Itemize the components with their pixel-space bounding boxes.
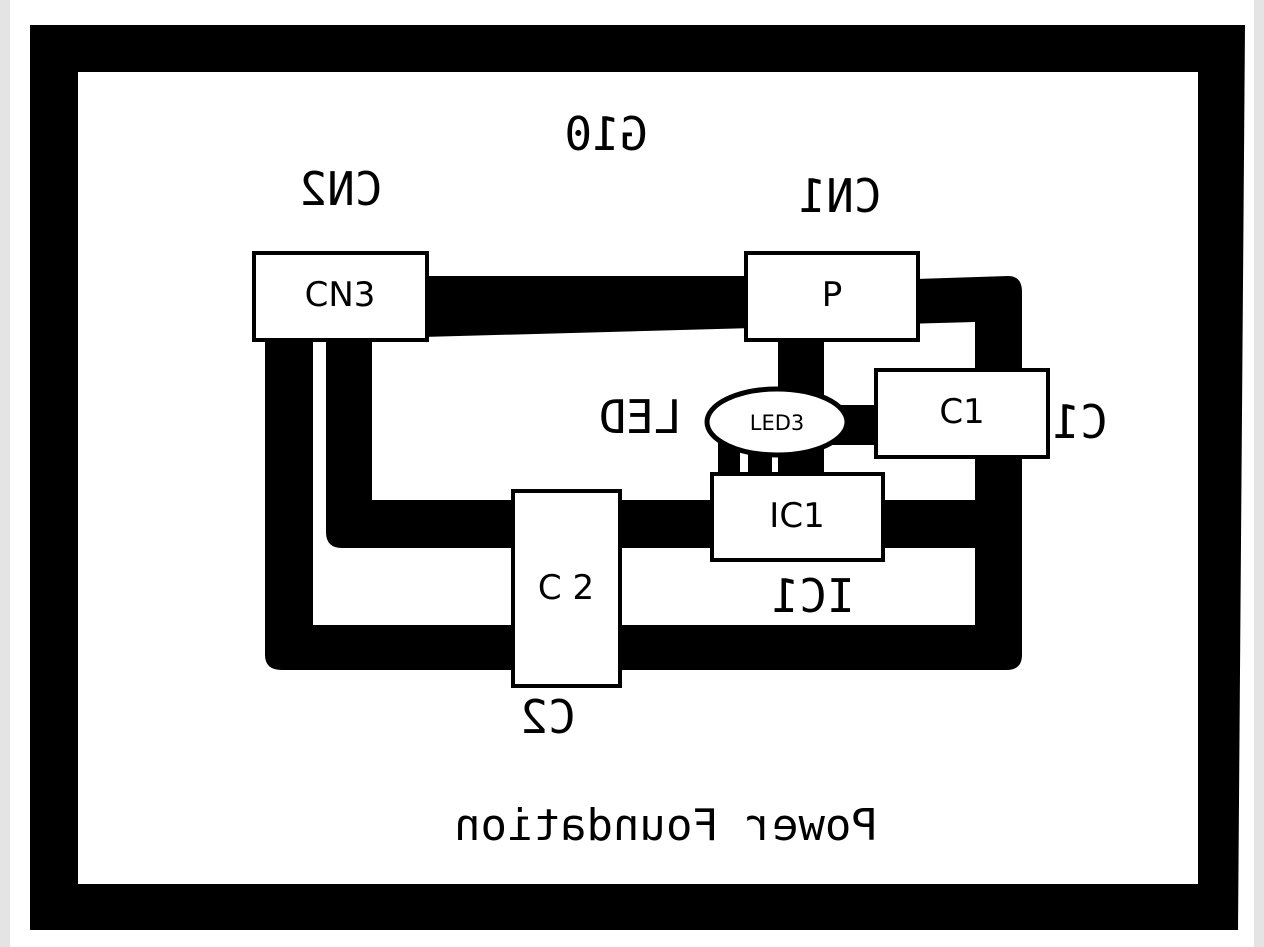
pad-led3: LED3	[704, 386, 850, 458]
pad-c1-label: C1	[939, 392, 984, 432]
pad-c1: C1	[874, 368, 1050, 459]
pad-ic1: IC1	[710, 472, 885, 562]
pad-c2-label: C 2	[538, 568, 594, 608]
pad-c2: C 2	[511, 489, 622, 688]
silk-footer: Power Foundation	[454, 800, 878, 851]
silk-c1: C1	[1052, 395, 1107, 449]
left-edge-strip	[0, 0, 10, 947]
silk-board-id: G10	[564, 107, 647, 161]
silk-led: LED	[598, 390, 681, 444]
silk-c2: C2	[520, 690, 575, 744]
inner-u-trace	[326, 330, 1022, 548]
top-bus-trace	[420, 276, 750, 324]
silk-cn2: CN2	[299, 162, 382, 216]
pad-p: P	[744, 251, 920, 342]
right-edge-strip	[1254, 0, 1264, 947]
silk-ic1: IC1	[771, 569, 854, 623]
pad-cn3: CN3	[252, 251, 429, 342]
p-led-trace	[778, 336, 824, 396]
pad-p-label: P	[822, 275, 843, 315]
pad-cn3-label: CN3	[305, 275, 376, 315]
pad-ic1-label: IC1	[769, 496, 824, 536]
silkscreen-labels: G10 CN2 CN1 LED C1 IC1 C2 Power Foundati…	[299, 107, 1107, 851]
pad-led3-label: LED3	[750, 411, 805, 435]
silk-cn1: CN1	[798, 169, 881, 223]
